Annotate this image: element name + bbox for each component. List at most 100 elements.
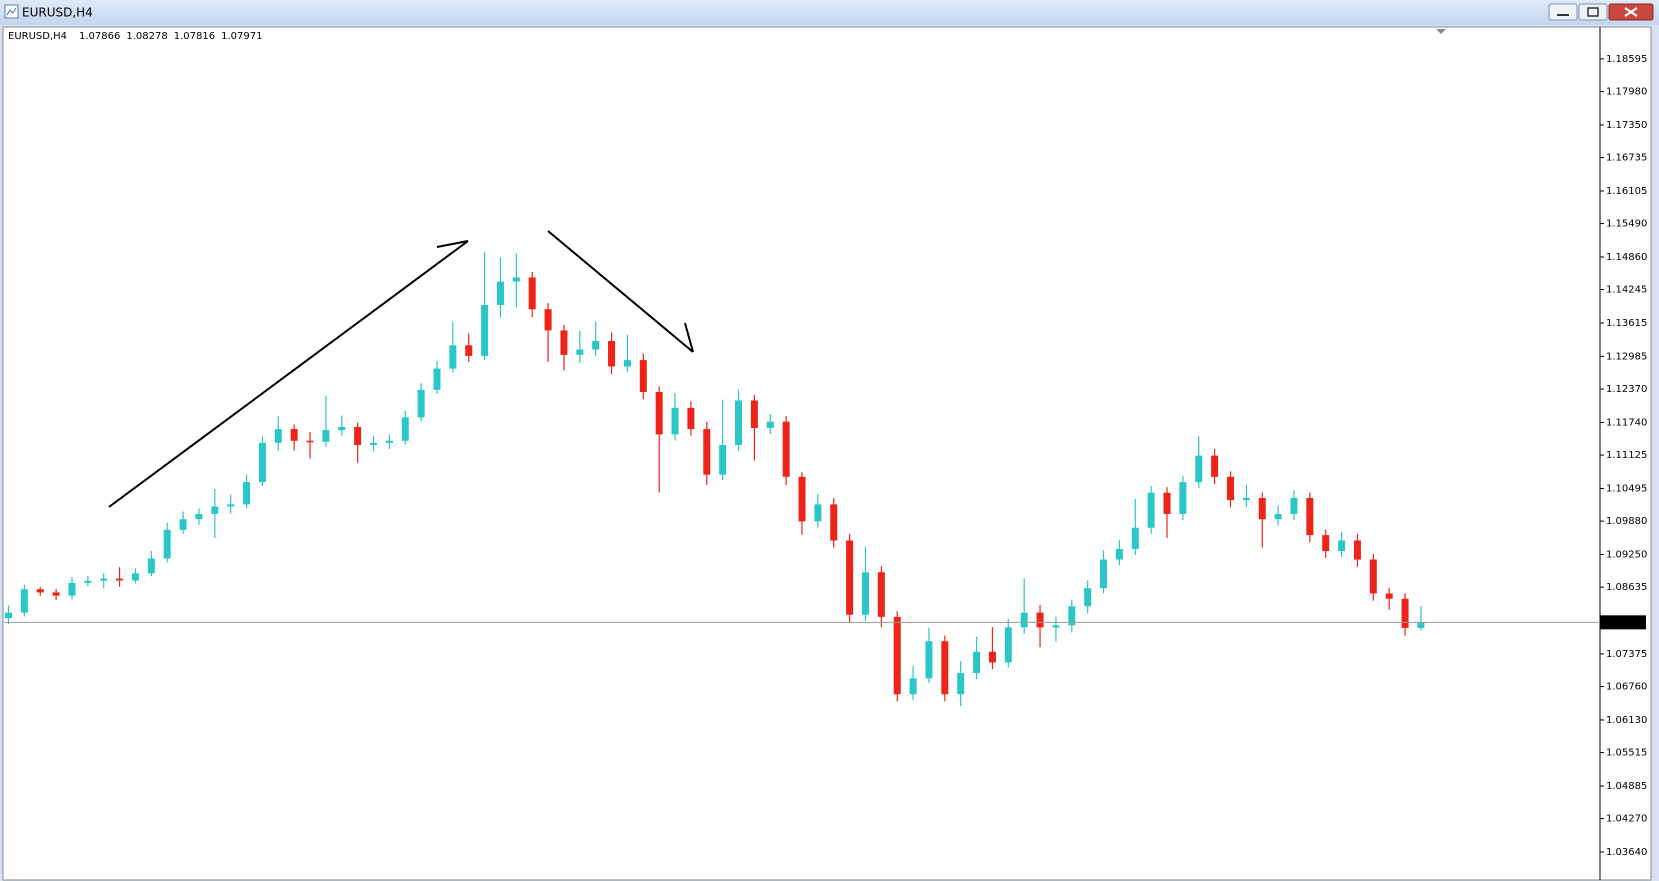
- candle-body: [401, 417, 409, 441]
- shift-marker: [1436, 29, 1446, 34]
- candle-body: [258, 442, 266, 483]
- candle-body: [877, 572, 885, 617]
- candle-body: [179, 519, 187, 530]
- candle-body: [1401, 598, 1409, 628]
- candle-body: [227, 504, 235, 507]
- candle-body: [1195, 455, 1203, 483]
- candle-body: [116, 578, 124, 581]
- down-arrow-head: [684, 322, 694, 353]
- candle-body: [592, 341, 600, 350]
- candle-body: [211, 506, 219, 514]
- candle-body: [719, 444, 727, 475]
- price-axis: 1.18595 1.17980 1.17350 1.16735 1.16105 1.154…: [1600, 54, 1647, 858]
- chart-area: [2, 26, 1652, 881]
- y-tick-label: 1.08635: [1606, 582, 1647, 593]
- candle-body: [195, 513, 203, 520]
- candle-body: [1306, 498, 1314, 536]
- candle-body: [290, 429, 298, 441]
- candle-body: [68, 582, 76, 596]
- candle-body: [465, 345, 473, 356]
- candle-body: [1417, 622, 1425, 628]
- y-tick-label: 1.11740: [1606, 417, 1647, 428]
- down-arrow: [547, 230, 694, 353]
- last-price: 1.07971: [4, 615, 1646, 630]
- candle-body: [909, 678, 917, 695]
- candle-body: [782, 421, 790, 477]
- price-label-box: [1600, 615, 1646, 630]
- candle-body: [354, 426, 362, 445]
- candle-body: [512, 277, 520, 282]
- window-buttons: [1548, 3, 1654, 21]
- window-title: EURUSD,H4: [22, 6, 93, 20]
- trend-arrows: [108, 230, 694, 508]
- ohlc-value: 1.07816: [174, 31, 215, 42]
- y-tick-label: 1.12985: [1606, 351, 1647, 362]
- y-tick-label: 1.18595: [1606, 54, 1647, 65]
- y-tick-label: 1.16735: [1606, 153, 1647, 164]
- y-tick-label: 1.06130: [1606, 715, 1647, 726]
- candle-body: [703, 429, 711, 475]
- candle-body: [655, 391, 663, 435]
- candle-body: [1179, 482, 1187, 514]
- candle-body: [988, 651, 996, 663]
- candle-body: [766, 421, 774, 429]
- y-tick-label: 1.03640: [1606, 847, 1647, 858]
- candle-body: [893, 616, 901, 695]
- y-tick-label: 1.06760: [1606, 682, 1647, 693]
- candle-body: [36, 589, 44, 593]
- candle-body: [131, 573, 139, 581]
- y-tick-label: 1.10495: [1606, 483, 1647, 494]
- up-arrow-head: [436, 240, 469, 248]
- candle-body: [687, 407, 695, 430]
- candle-body: [750, 400, 758, 429]
- candle-body: [1385, 593, 1393, 599]
- candle-body: [528, 277, 536, 310]
- ohlc-value: 1.07866: [79, 31, 120, 42]
- candle-body: [274, 429, 282, 443]
- candle-body: [5, 612, 12, 619]
- candle-body: [576, 349, 584, 355]
- candle-body: [1147, 492, 1155, 528]
- y-tick-label: 1.16105: [1606, 186, 1647, 197]
- candle-body: [433, 368, 441, 390]
- candle-body: [1338, 540, 1346, 552]
- candle-body: [973, 651, 981, 674]
- y-tick-label: 1.14860: [1606, 252, 1647, 263]
- candle-body: [1242, 498, 1250, 501]
- candle-body: [1211, 455, 1219, 477]
- candle-body: [322, 430, 330, 442]
- y-tick-label: 1.14245: [1606, 285, 1647, 296]
- candle-body: [1258, 498, 1266, 520]
- candle-body: [370, 442, 378, 445]
- y-tick-label: 1.13615: [1606, 318, 1647, 329]
- candle-body: [1369, 559, 1377, 594]
- candle-body: [623, 360, 631, 367]
- minimize-button[interactable]: [1548, 3, 1578, 21]
- candle-body: [1322, 535, 1330, 552]
- candle-body: [84, 580, 92, 583]
- candle-body: [830, 504, 838, 541]
- candle-body: [957, 673, 965, 695]
- candle-body: [100, 578, 108, 581]
- candle-body: [814, 504, 822, 522]
- candle-body: [544, 309, 552, 331]
- y-tick-label: 1.09880: [1606, 516, 1647, 527]
- candle-body: [481, 304, 489, 356]
- candle-body: [1274, 513, 1282, 520]
- candle-body: [1163, 492, 1171, 514]
- candle-body: [385, 440, 393, 443]
- y-tick-label: 1.07375: [1606, 649, 1647, 660]
- candle-body: [846, 540, 854, 615]
- candle-body: [941, 641, 949, 695]
- restore-button[interactable]: [1578, 3, 1608, 21]
- candle-body: [496, 281, 504, 305]
- y-tick-label: 1.12370: [1606, 384, 1647, 395]
- candle-body: [163, 529, 171, 559]
- candle-body: [243, 482, 251, 505]
- candle-body: [1353, 540, 1361, 560]
- candle-body: [449, 345, 457, 369]
- candle-body: [798, 476, 806, 522]
- chart-header: EURUSD,H4 1.07866 1.08278 1.07816 1.07971: [8, 31, 262, 42]
